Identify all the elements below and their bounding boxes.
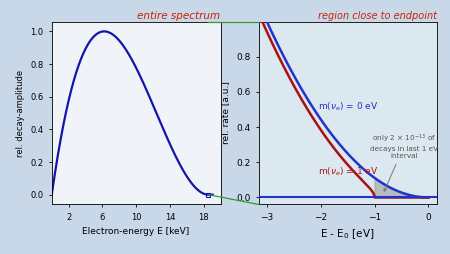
Y-axis label: rel. decay-amplitude: rel. decay-amplitude: [16, 69, 25, 157]
X-axis label: E - E$_0$ [eV]: E - E$_0$ [eV]: [320, 227, 375, 241]
Y-axis label: rel. rate [a.u.]: rel. rate [a.u.]: [221, 82, 230, 145]
Text: only 2 × 10$^{-13}$ of
decays in last 1 eV
interval: only 2 × 10$^{-13}$ of decays in last 1 …: [370, 132, 438, 191]
X-axis label: Electron-energy E [keV]: Electron-energy E [keV]: [82, 227, 190, 236]
Text: region close to endpoint: region close to endpoint: [318, 11, 436, 21]
Text: entire spectrum: entire spectrum: [137, 11, 220, 21]
Text: m($\nu_e$) = 0 eV: m($\nu_e$) = 0 eV: [318, 101, 378, 113]
Text: m($\nu_e$) = 1 eV: m($\nu_e$) = 1 eV: [318, 166, 378, 178]
